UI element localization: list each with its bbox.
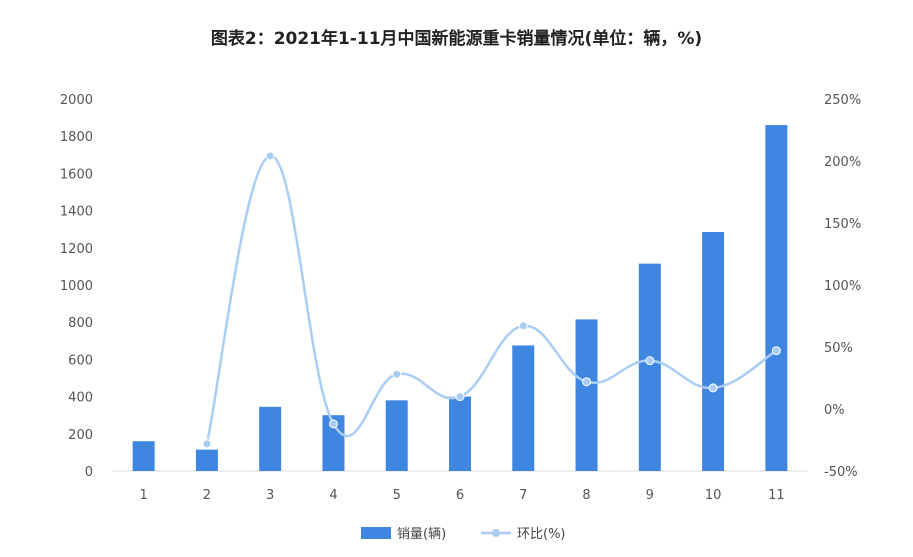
y2-tick-label: -50% bbox=[824, 465, 858, 480]
bar bbox=[322, 415, 345, 471]
bar bbox=[132, 441, 155, 471]
y2-tick-label: 250% bbox=[824, 93, 861, 108]
y-tick-label: 0 bbox=[85, 465, 93, 480]
x-tick-label: 8 bbox=[582, 488, 590, 503]
line-point bbox=[455, 392, 465, 402]
x-tick-label: 6 bbox=[456, 488, 464, 503]
bar bbox=[449, 396, 471, 471]
legend: 销量(辆) 环比(%) bbox=[361, 527, 566, 542]
line-point bbox=[392, 369, 402, 379]
legend-line-label: 环比(%) bbox=[517, 527, 566, 542]
y-tick-label: 1400 bbox=[60, 205, 93, 220]
bar bbox=[195, 449, 218, 471]
y-tick-label: 600 bbox=[68, 353, 93, 368]
bar bbox=[765, 125, 788, 471]
y-tick-label: 200 bbox=[68, 428, 93, 443]
bar bbox=[512, 345, 535, 471]
line-series bbox=[202, 151, 781, 449]
bar bbox=[385, 400, 408, 471]
line-point bbox=[708, 383, 718, 393]
y2-tick-label: 150% bbox=[824, 217, 861, 232]
line-point bbox=[518, 321, 528, 331]
y-tick-label: 1800 bbox=[60, 130, 93, 145]
x-tick-label: 5 bbox=[393, 488, 401, 503]
x-tick-label: 10 bbox=[705, 488, 722, 503]
bar bbox=[702, 231, 725, 471]
bar bbox=[259, 406, 282, 471]
left-axis: 0 200 400 600 800 1000 1200 1400 1600 1800 2000 bbox=[60, 93, 93, 480]
x-tick-label: 4 bbox=[329, 488, 337, 503]
x-tick-label: 1 bbox=[139, 488, 147, 503]
y2-tick-label: 0% bbox=[824, 403, 845, 418]
y-tick-label: 800 bbox=[68, 316, 93, 331]
line-point bbox=[645, 356, 655, 366]
y-tick-label: 1600 bbox=[60, 167, 93, 182]
x-tick-label: 2 bbox=[203, 488, 211, 503]
series-line bbox=[205, 154, 778, 444]
line-point bbox=[771, 346, 781, 356]
y2-tick-label: 50% bbox=[824, 341, 853, 356]
x-tick-label: 3 bbox=[266, 488, 274, 503]
line-point bbox=[582, 377, 592, 387]
y2-tick-label: 100% bbox=[824, 279, 861, 294]
x-tick-label: 9 bbox=[646, 488, 654, 503]
bar-series bbox=[132, 125, 788, 471]
x-tick-label: 11 bbox=[768, 488, 785, 503]
bar bbox=[575, 319, 598, 471]
y-tick-label: 2000 bbox=[60, 93, 93, 108]
line-point bbox=[202, 439, 212, 449]
bar bbox=[638, 263, 661, 471]
legend-bar-label: 销量(辆) bbox=[397, 527, 446, 542]
y-tick-label: 1200 bbox=[60, 242, 93, 257]
y-tick-label: 400 bbox=[68, 391, 93, 406]
line-point bbox=[328, 419, 338, 429]
right-axis: -50% 0% 50% 100% 150% 200% 250% bbox=[824, 93, 861, 480]
y2-tick-label: 200% bbox=[824, 155, 861, 170]
chart-title: 图表2：2021年1-11月中国新能源重卡销量情况(单位：辆，%) bbox=[210, 29, 703, 49]
x-axis: 1 2 3 4 5 6 7 8 9 10 11 bbox=[139, 488, 784, 503]
x-tick-label: 7 bbox=[519, 488, 527, 503]
y-tick-label: 1000 bbox=[60, 279, 93, 294]
line-point bbox=[265, 151, 275, 161]
legend-bar-swatch bbox=[361, 527, 391, 539]
legend-line-marker bbox=[492, 529, 500, 537]
